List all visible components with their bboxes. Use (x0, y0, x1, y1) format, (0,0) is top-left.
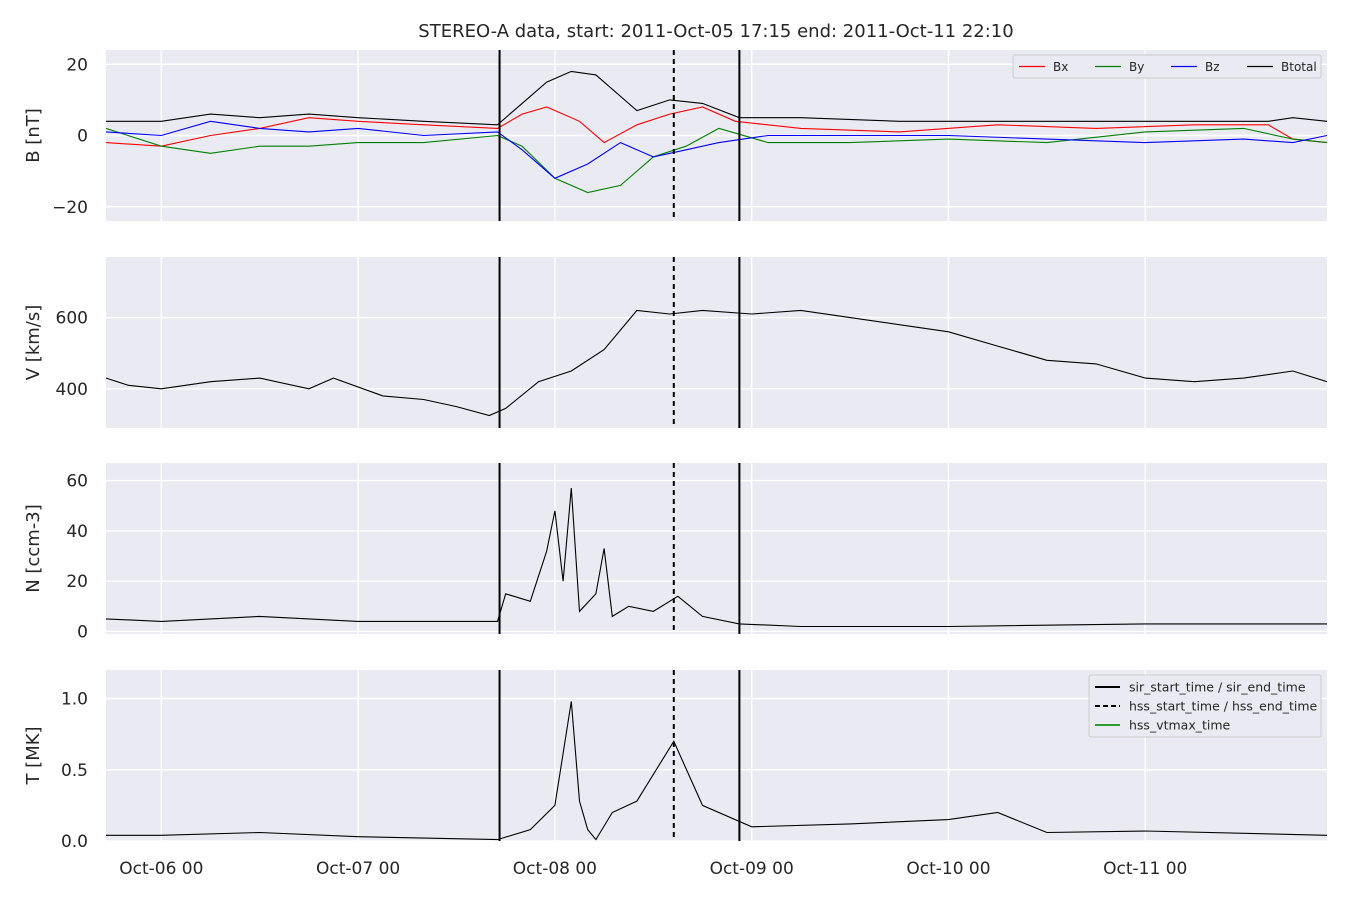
y-tick-label: 0 (77, 622, 88, 642)
x-tick-label: Oct-11 00 (1103, 859, 1187, 879)
y-axis-label: B [nT] (23, 108, 44, 163)
x-tick-label: Oct-10 00 (906, 859, 990, 879)
x-tick-label: Oct-07 00 (316, 859, 400, 879)
y-tick-label: −20 (52, 198, 88, 218)
y-tick-label: 0 (77, 127, 88, 147)
legend-events-label-1: hss_start_time / hss_end_time (1129, 699, 1318, 714)
legend-field: Bx By Bz Btotal (1012, 54, 1322, 79)
y-tick-label: 20 (66, 55, 88, 75)
y-tick-label: 0.5 (61, 761, 88, 781)
legend-events: sir_start_time / sir_end_time hss_start_t… (1088, 674, 1322, 738)
series-btotal (106, 70, 1327, 126)
legend-events-label-2: hss_vtmax_time (1129, 718, 1231, 733)
x-tick-label: Oct-08 00 (513, 859, 597, 879)
panel-N-background (106, 463, 1327, 634)
legend-events-label-0: sir_start_time / sir_end_time (1129, 680, 1306, 695)
y-tick-label: 60 (66, 472, 88, 492)
series-v (106, 309, 1327, 417)
series-bx (106, 106, 1327, 147)
y-tick-label: 1.0 (61, 690, 88, 710)
legend-label-bz: Bz (1205, 60, 1220, 74)
legend-label-by: By (1129, 60, 1144, 74)
x-tick-label: Oct-06 00 (119, 859, 203, 879)
y-axis-label: T [MK] (23, 726, 44, 785)
panel-V: 400 600 V [km/s] (23, 257, 1327, 428)
legend-label-btotal: Btotal (1281, 60, 1317, 74)
panel-V-background (106, 257, 1327, 428)
series-by (106, 127, 1327, 194)
y-tick-label: 20 (66, 572, 88, 592)
y-axis-label: N [ccm-3] (23, 504, 44, 593)
x-tick-label: Oct-09 00 (710, 859, 794, 879)
legend-events-box (1088, 674, 1322, 738)
y-tick-label: 600 (56, 309, 88, 329)
legend-field-box (1012, 54, 1322, 79)
series-t (106, 701, 1327, 841)
x-tick-labels: Oct-06 00 Oct-07 00 Oct-08 00 Oct-09 00 Oct-… (119, 859, 1187, 879)
panel-N: 0 20 40 60 N [ccm-3] (23, 463, 1327, 642)
y-tick-label: 400 (56, 380, 88, 400)
series-bz (106, 120, 1327, 179)
y-tick-label: 0.0 (61, 832, 88, 852)
chart-title: STEREO-A data, start: 2011-Oct-05 17:15 … (418, 21, 1013, 42)
legend-label-bx: Bx (1053, 60, 1068, 74)
y-axis-label: V [km/s] (23, 305, 44, 380)
y-tick-label: 40 (66, 522, 88, 542)
